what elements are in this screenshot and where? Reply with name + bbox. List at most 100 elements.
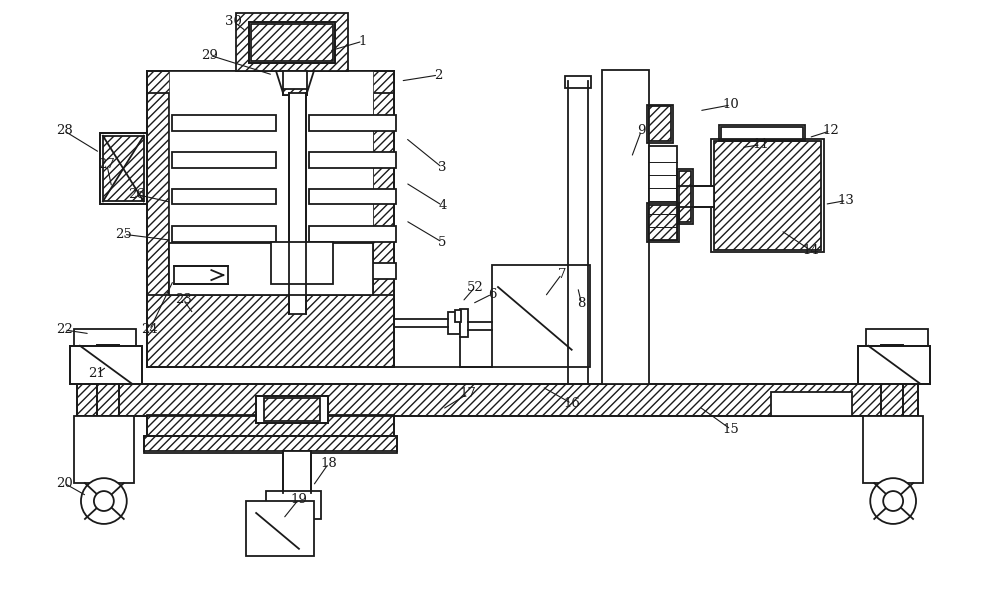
- Bar: [863, 416, 923, 483]
- Bar: [283, 451, 311, 493]
- Bar: [771, 391, 852, 416]
- Text: 29: 29: [201, 49, 218, 62]
- Bar: [309, 188, 396, 204]
- Text: 10: 10: [723, 98, 739, 111]
- Text: 7: 7: [557, 268, 566, 281]
- Text: 4: 4: [438, 199, 446, 212]
- Bar: [172, 115, 276, 131]
- Bar: [271, 242, 333, 284]
- Bar: [649, 205, 677, 240]
- Bar: [858, 346, 930, 384]
- Bar: [679, 170, 691, 223]
- Bar: [174, 266, 228, 284]
- Bar: [256, 395, 328, 423]
- Text: 22: 22: [56, 323, 72, 336]
- Bar: [246, 501, 314, 556]
- Bar: [172, 226, 276, 242]
- Bar: [74, 329, 136, 347]
- Bar: [309, 263, 396, 279]
- Text: 30: 30: [225, 15, 242, 28]
- Bar: [256, 395, 328, 423]
- Bar: [455, 310, 461, 322]
- Bar: [602, 70, 649, 384]
- Text: 18: 18: [320, 456, 337, 469]
- Bar: [74, 416, 134, 483]
- Text: 25: 25: [115, 228, 132, 241]
- Bar: [881, 345, 903, 416]
- Text: 3: 3: [438, 161, 447, 174]
- Bar: [649, 146, 677, 240]
- Bar: [373, 71, 394, 366]
- Text: 52: 52: [467, 281, 483, 294]
- Bar: [714, 141, 821, 250]
- Bar: [289, 93, 306, 314]
- Bar: [169, 243, 373, 295]
- Text: 17: 17: [460, 387, 477, 400]
- Bar: [711, 139, 824, 252]
- Circle shape: [883, 491, 903, 511]
- Text: 11: 11: [752, 138, 769, 151]
- Bar: [147, 71, 169, 366]
- Bar: [647, 105, 673, 143]
- Text: 2: 2: [434, 69, 442, 82]
- Text: 14: 14: [802, 244, 819, 257]
- Bar: [283, 89, 307, 95]
- Text: 1: 1: [358, 35, 367, 48]
- Text: 9: 9: [637, 124, 646, 137]
- Bar: [77, 384, 918, 416]
- Bar: [103, 136, 144, 201]
- Bar: [172, 263, 276, 279]
- Text: 20: 20: [56, 477, 72, 490]
- Bar: [236, 14, 348, 71]
- Bar: [144, 436, 397, 453]
- Bar: [147, 71, 394, 366]
- Text: 8: 8: [577, 297, 586, 310]
- Text: 27: 27: [98, 158, 115, 171]
- Circle shape: [870, 478, 916, 524]
- Bar: [719, 125, 805, 141]
- Bar: [448, 312, 460, 334]
- Circle shape: [81, 478, 127, 524]
- Bar: [263, 397, 321, 416]
- Bar: [172, 152, 276, 168]
- Circle shape: [94, 491, 114, 511]
- Text: 6: 6: [488, 288, 496, 301]
- Text: 19: 19: [291, 493, 307, 506]
- Text: 26: 26: [128, 188, 145, 201]
- Bar: [649, 106, 671, 141]
- Bar: [492, 265, 590, 366]
- Bar: [866, 329, 928, 347]
- Bar: [147, 71, 394, 93]
- Bar: [147, 416, 394, 436]
- Bar: [249, 22, 335, 63]
- Text: 13: 13: [838, 194, 855, 207]
- Bar: [677, 185, 714, 207]
- Bar: [77, 384, 918, 416]
- Bar: [565, 76, 591, 88]
- Bar: [264, 397, 320, 422]
- Bar: [100, 133, 147, 204]
- Bar: [251, 24, 333, 61]
- Bar: [144, 436, 397, 451]
- Bar: [249, 22, 335, 63]
- Bar: [147, 416, 394, 439]
- Text: 12: 12: [822, 124, 839, 137]
- Text: 16: 16: [563, 397, 580, 410]
- Text: 24: 24: [141, 323, 158, 336]
- Bar: [677, 169, 693, 224]
- Text: 23: 23: [175, 294, 192, 307]
- Bar: [97, 345, 119, 416]
- Bar: [70, 346, 142, 384]
- Bar: [309, 226, 396, 242]
- Bar: [169, 71, 373, 295]
- Text: 15: 15: [723, 423, 739, 436]
- Bar: [266, 491, 321, 519]
- Bar: [309, 115, 396, 131]
- Bar: [309, 152, 396, 168]
- Text: 21: 21: [89, 367, 105, 380]
- Bar: [147, 295, 394, 366]
- Bar: [647, 204, 679, 242]
- Bar: [97, 345, 119, 416]
- Bar: [100, 133, 147, 204]
- Text: 28: 28: [56, 124, 72, 137]
